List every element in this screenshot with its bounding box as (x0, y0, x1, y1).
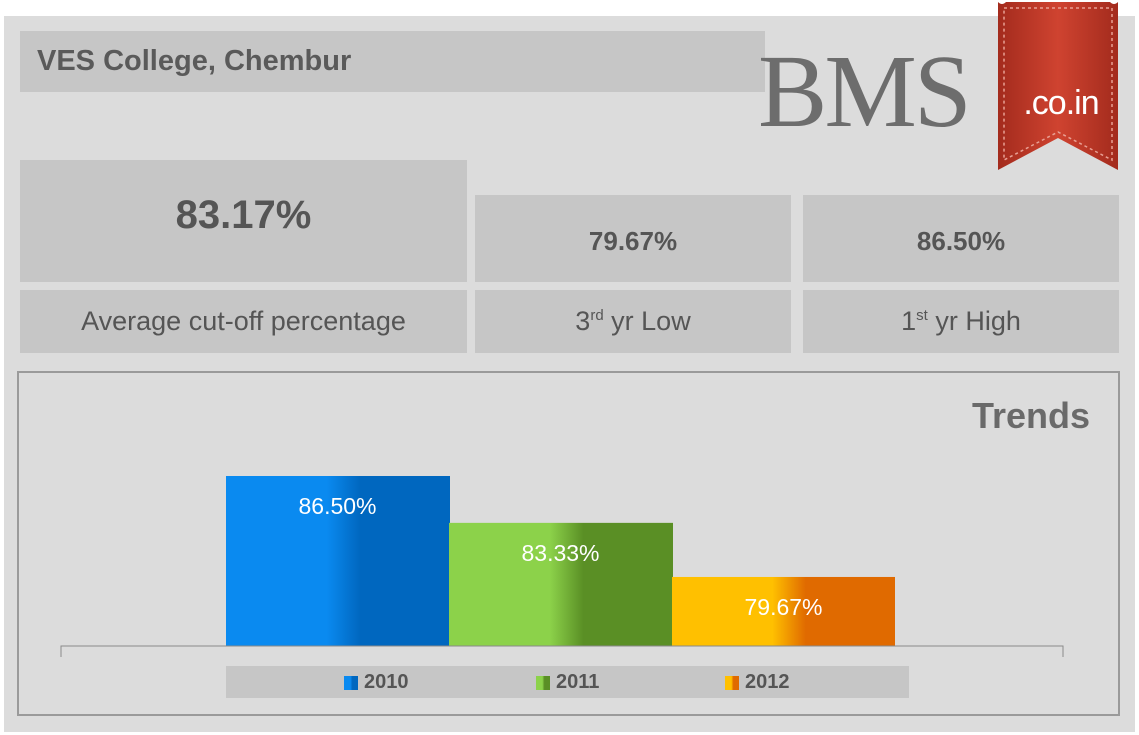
legend-item-2012: 2012 (725, 671, 790, 694)
bar-2010 (226, 476, 450, 646)
high-label-prefix: 1 (901, 306, 917, 336)
bar-value-label-2010: 86.50% (298, 493, 376, 519)
low-value: 79.67% (588, 226, 678, 256)
legend-item-2011: 2011 (536, 671, 599, 694)
high-value: 86.50% (916, 226, 1006, 256)
logo-ribbon-label: .co.in (1023, 84, 1099, 122)
legend-label-2011: 2011 (556, 671, 600, 693)
high-label: 1st yr High (901, 306, 1021, 337)
average-value-box: 83.17% (20, 160, 467, 282)
average-value: 83.17% (175, 192, 312, 237)
legend-swatch-2012 (725, 675, 739, 690)
low-label-prefix: 3 (575, 306, 591, 336)
low-label-suffix: yr Low (603, 306, 691, 336)
legend-swatch-2010 (344, 675, 358, 690)
legend-swatch-2011 (536, 675, 550, 690)
legend-label-2012: 2012 (745, 671, 790, 693)
x-axis-line (60, 645, 1064, 657)
bar-value-label-2011: 83.33% (521, 540, 599, 566)
average-label-box: Average cut-off percentage (20, 290, 467, 353)
legend-label-2010: 2010 (364, 671, 409, 693)
low-value-box: 79.67% (475, 195, 791, 282)
title-bar: VES College, Chembur (20, 31, 765, 92)
high-label-box: 1st yr High (803, 290, 1119, 353)
high-label-suffix: yr High (927, 306, 1021, 336)
chart-title: Trends (971, 395, 1090, 436)
college-title: VES College, Chembur (37, 45, 352, 77)
logo-ribbon-icon (998, 2, 1118, 170)
low-label-sup: rd (590, 307, 604, 324)
high-value-box: 86.50% (803, 195, 1119, 282)
low-label: 3rd yr Low (575, 306, 690, 337)
average-label: Average cut-off percentage (81, 306, 406, 336)
bar-value-label-2012: 79.67% (744, 594, 822, 620)
bar-2011 (449, 522, 673, 646)
bms-logo-text: BMS (758, 34, 972, 149)
legend-item-2010: 2010 (344, 671, 409, 694)
high-label-sup: st (916, 307, 928, 324)
low-label-box: 3rd yr Low (475, 290, 791, 353)
chart-legend: 2010 2011 2012 (226, 666, 909, 698)
bar-2012 (672, 576, 895, 646)
